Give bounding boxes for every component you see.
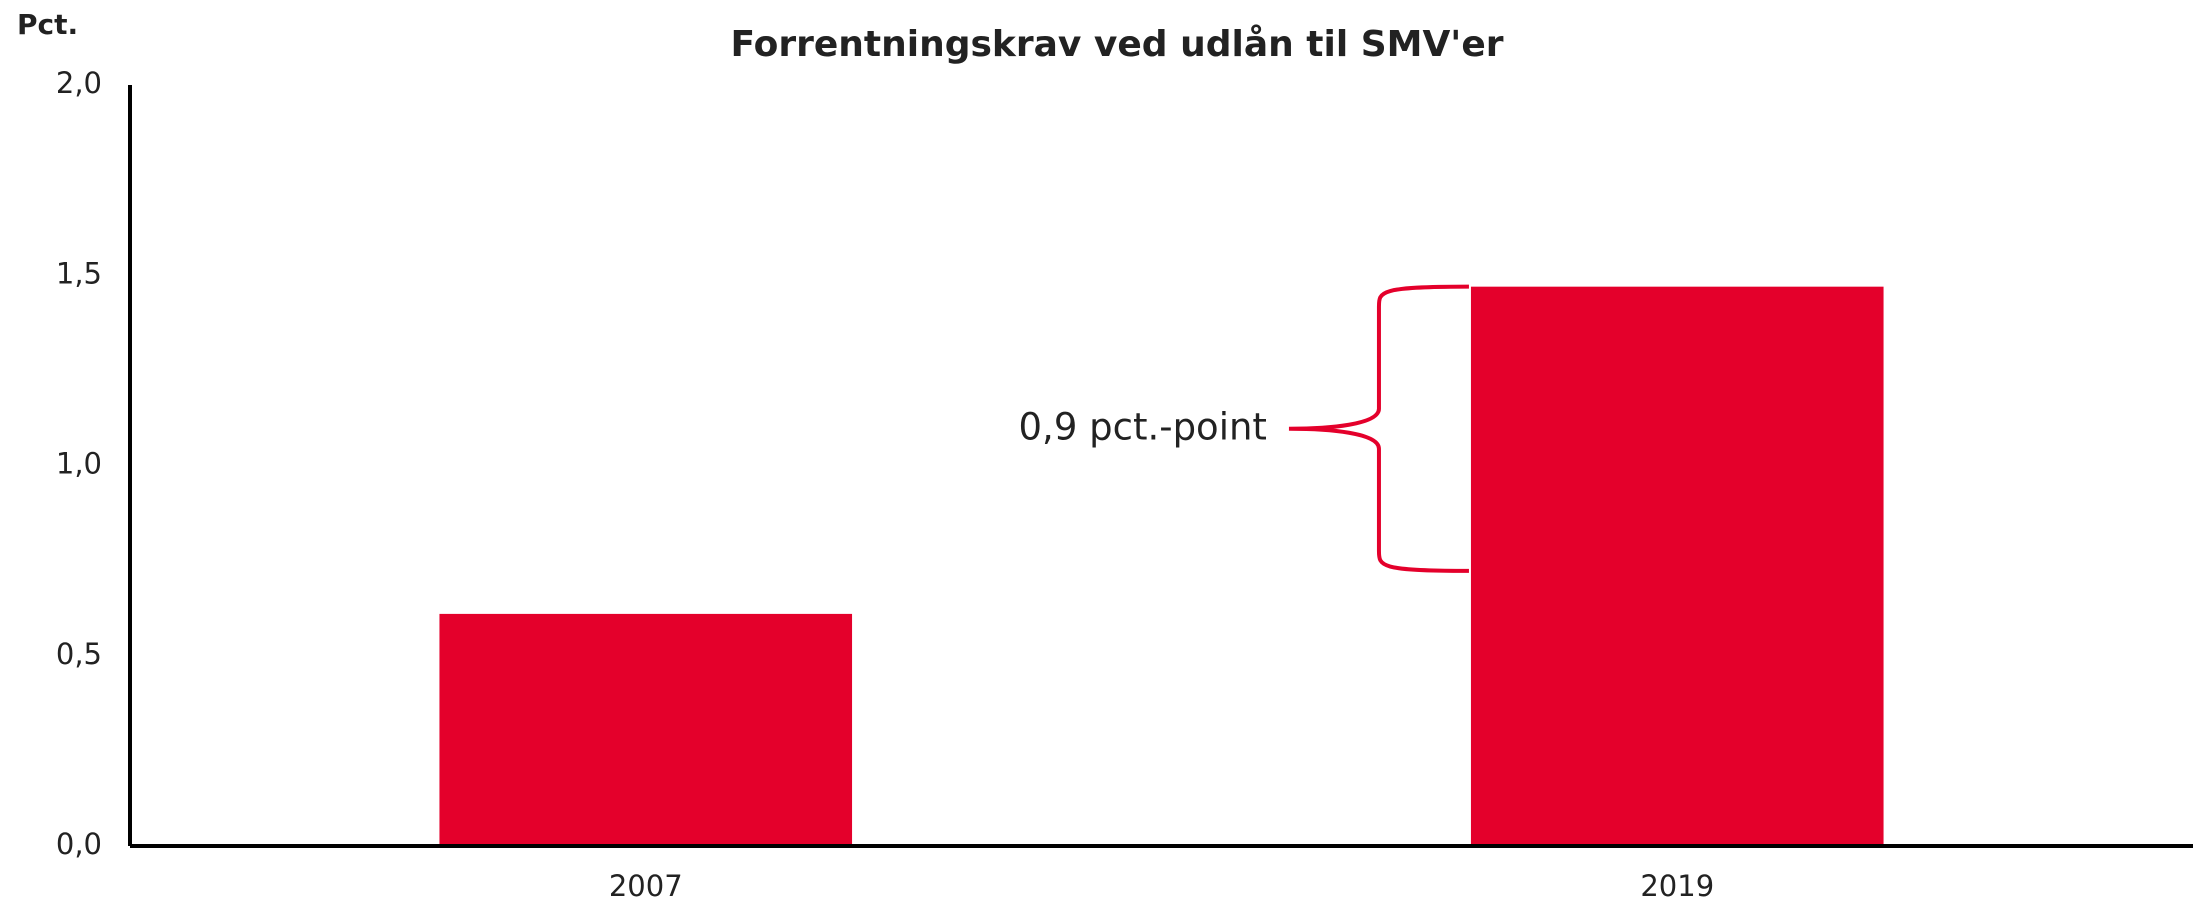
y-tick-label: 0,5 [56, 637, 102, 671]
annotation: 0,9 pct.-point [1019, 405, 1267, 448]
bar [1470, 286, 1884, 846]
chart-title: Forrentningskrav ved udlån til SMV'er [730, 24, 1503, 65]
bar [439, 613, 853, 846]
x-tick-label: 2007 [609, 869, 683, 903]
y-tick-label: 1,5 [56, 256, 102, 290]
y-axis-label: Pct. [17, 8, 78, 41]
y-tick-label: 1,0 [56, 447, 102, 481]
x-tick-label: 2019 [1640, 869, 1714, 903]
brace [1288, 284, 1469, 573]
y-tick-label: 2,0 [56, 66, 102, 100]
y-tick-label: 0,0 [56, 827, 102, 861]
